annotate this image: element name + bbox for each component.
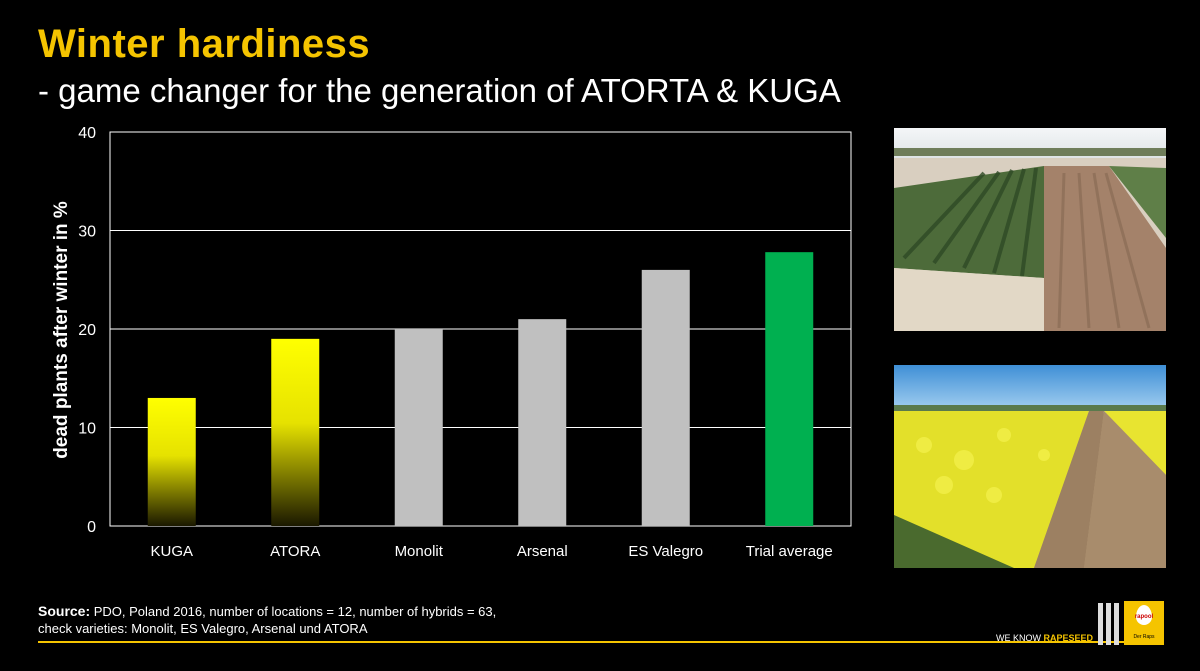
- y-tick-label: 40: [78, 125, 96, 142]
- y-axis-label: dead plants after winter in %: [51, 201, 72, 459]
- y-tick-label: 0: [87, 519, 96, 536]
- source-note: Source: PDO, Poland 2016, number of loca…: [38, 603, 496, 637]
- bar-trial-average: [765, 252, 814, 527]
- x-tick-label: Arsenal: [517, 543, 568, 560]
- bar-chart: 0 10 20 30 40 KUGA ATORA Monolit Arsenal ES Valeg…: [78, 125, 852, 560]
- bar-kuga: [147, 397, 196, 526]
- bar-atora: [271, 338, 320, 526]
- x-tick-label: KUGA: [150, 543, 193, 560]
- brand-stripes-icon: [1098, 603, 1120, 645]
- slide-subtitle: - game changer for the generation of ATO…: [38, 72, 841, 109]
- bar-arsenal: [518, 319, 567, 526]
- y-tick-label: 10: [78, 421, 96, 438]
- logo-subtext: Der Raps: [1133, 634, 1155, 640]
- footer-tagline: WE KNOW RAPESEED: [996, 633, 1093, 643]
- x-tick-label: ES Valegro: [628, 543, 703, 560]
- x-tick-label: Monolit: [395, 543, 444, 560]
- logo-brand: rapool: [1134, 614, 1154, 620]
- bar-es-valegro: [641, 269, 690, 526]
- rapool-logo: rapool Der Raps: [1124, 601, 1164, 645]
- bar-monolit: [394, 329, 443, 526]
- y-tick-label: 20: [78, 322, 96, 339]
- footer-divider: [38, 641, 1163, 643]
- x-tick-label: ATORA: [270, 543, 320, 560]
- field-plots-after-winter-photo: [894, 128, 1166, 331]
- x-tick-label: Trial average: [746, 543, 833, 560]
- tagline-highlight: RAPESEED: [1043, 633, 1094, 643]
- source-line-2: check varieties: Monolit, ES Valegro, Ar…: [38, 621, 368, 636]
- flowering-rapeseed-field-photo: [894, 365, 1166, 568]
- slide-title: Winter hardiness: [38, 22, 371, 66]
- source-label: Source:: [38, 603, 91, 619]
- source-line-1: PDO, Poland 2016, number of locations = …: [90, 604, 497, 619]
- y-tick-label: 30: [78, 224, 96, 241]
- tagline-prefix: WE KNOW: [996, 633, 1044, 643]
- drop-icon: [1136, 605, 1152, 625]
